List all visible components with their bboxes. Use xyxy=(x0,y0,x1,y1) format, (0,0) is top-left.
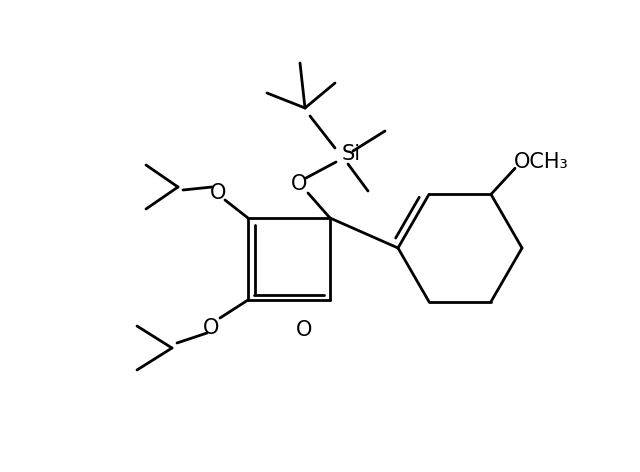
Text: O: O xyxy=(203,318,219,338)
Text: OCH₃: OCH₃ xyxy=(514,152,568,172)
Text: O: O xyxy=(291,174,307,194)
Text: O: O xyxy=(210,183,226,203)
Text: Si: Si xyxy=(341,144,360,164)
Text: O: O xyxy=(296,320,312,340)
